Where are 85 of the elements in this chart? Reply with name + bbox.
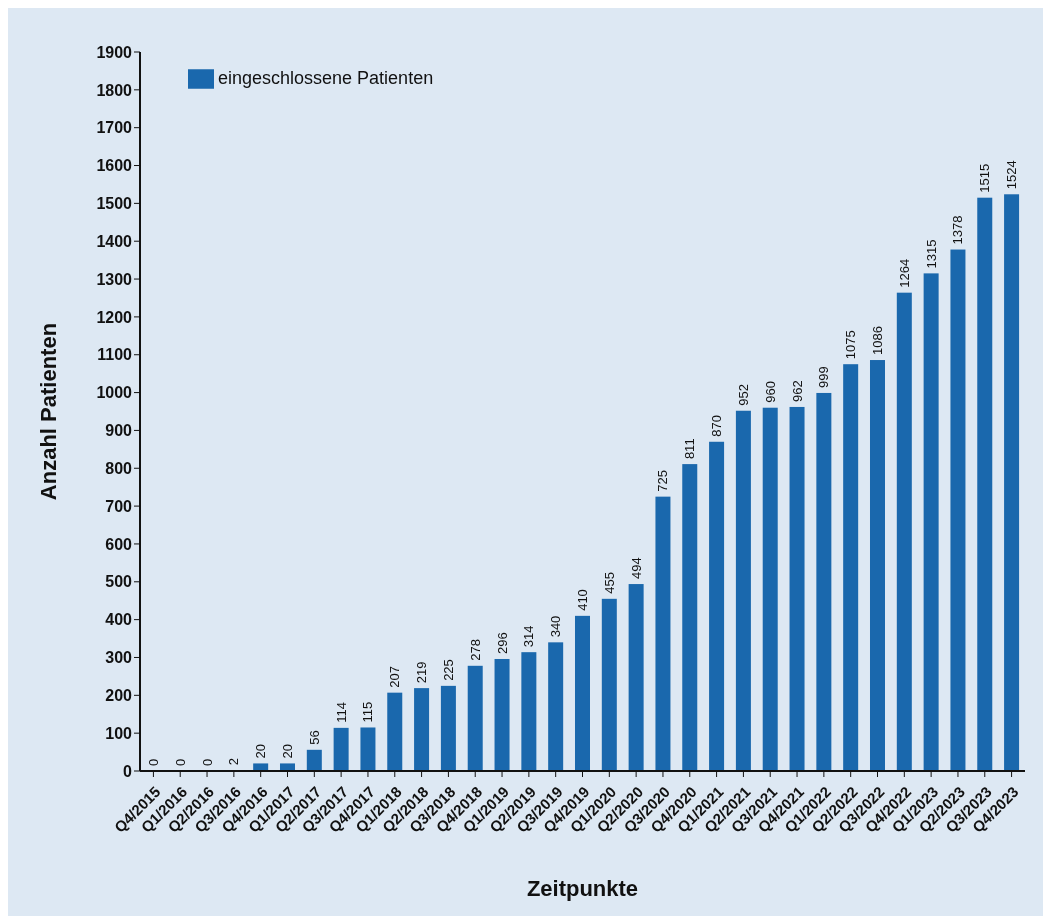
data-label: 999 [816,366,832,388]
y-axis-title: Anzahl Patienten [35,322,61,501]
bar [923,273,939,771]
y-tick-label: 600 [105,535,133,553]
bar [440,685,456,771]
bar [655,496,671,771]
bar [414,688,430,771]
bar [360,727,376,771]
data-label: 56 [306,730,322,745]
bar [467,665,483,771]
bar [843,364,859,771]
data-label: 114 [333,702,349,723]
y-tick-label: 1300 [96,270,133,288]
data-label: 410 [574,589,590,611]
data-label: 1524 [1004,160,1020,190]
y-tick-label: 200 [105,687,133,704]
legend-label: eingeschlossene Patienten [218,67,434,88]
y-tick-label: 0 [123,762,133,780]
bar [279,763,295,771]
data-label: 1264 [896,258,912,288]
data-label: 20 [279,743,295,759]
data-label: 1075 [843,330,859,360]
y-tick-label: 300 [105,649,133,667]
bar [735,410,751,771]
data-label: 20 [253,743,269,759]
data-label: 207 [387,665,403,688]
bar [816,392,832,771]
y-tick-label: 900 [105,422,133,440]
data-label: 1315 [923,239,939,269]
bar [253,763,269,771]
y-tick-label: 1400 [96,232,133,250]
data-label: 1515 [977,163,993,193]
y-tick-label: 1500 [96,195,133,213]
bar [950,249,966,771]
data-label: 278 [467,639,483,661]
bar [869,360,885,771]
data-label: 952 [735,384,751,406]
bar [896,292,912,771]
data-label: 340 [548,615,564,638]
bar [709,441,725,771]
bar [494,658,510,771]
data-label: 314 [521,625,537,648]
bar [1004,194,1020,771]
y-tick-label: 1700 [96,119,133,137]
bar [306,749,322,771]
y-tick-label: 1100 [97,346,133,364]
y-tick-label: 800 [105,459,133,477]
bar [548,642,564,771]
data-label: 296 [494,632,510,654]
bar [521,652,537,771]
data-label: 811 [682,438,698,460]
y-tick-label: 1200 [96,308,133,326]
y-tick-label: 1600 [96,157,133,175]
data-label: 455 [601,572,617,594]
data-label: 2 [226,758,242,766]
data-label: 960 [762,381,778,403]
data-label: 0 [145,758,161,766]
y-tick-label: 1000 [96,384,133,402]
bar [762,407,778,771]
bar [628,584,644,771]
bar [682,464,698,771]
bar [977,197,993,771]
data-label: 225 [440,659,456,681]
bar [574,615,590,771]
bar [601,598,617,771]
data-label: 1086 [869,326,885,356]
data-label: 115 [360,701,376,723]
y-tick-label: 500 [105,573,133,591]
y-tick-label: 700 [105,497,133,515]
y-tick-label: 1900 [96,43,133,61]
data-label: 962 [789,380,805,402]
bar [333,727,349,771]
bar [789,406,805,771]
data-label: 0 [172,758,188,766]
bar [387,692,403,771]
y-tick-label: 400 [105,611,133,629]
data-label: 725 [655,469,671,492]
y-tick-label: 1800 [96,81,133,99]
data-label: 219 [414,661,430,684]
y-tick-label: 100 [105,724,133,742]
data-label: 870 [709,415,725,437]
data-label: 0 [199,758,215,766]
data-label: 494 [628,557,644,580]
x-axis-title: Zeitpunkte [526,876,639,901]
data-label: 1378 [950,215,966,245]
